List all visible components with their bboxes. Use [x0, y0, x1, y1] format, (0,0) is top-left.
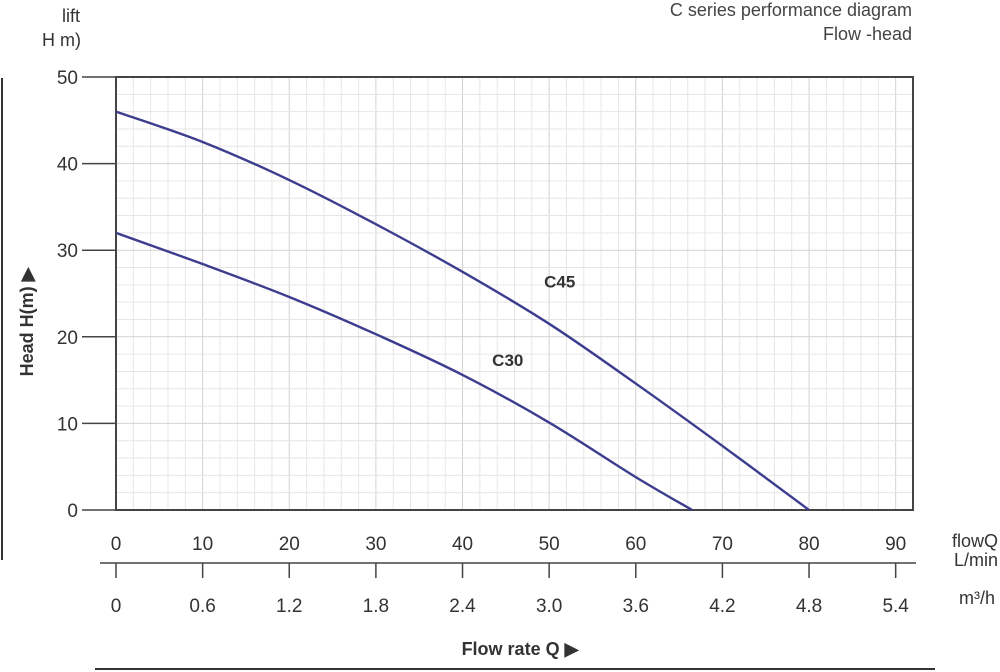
plot-frame: [115, 76, 914, 511]
y-tick-label: 50: [57, 68, 78, 89]
x-tick-label-lmin: 90: [885, 534, 906, 555]
chart-title: C series performance diagram: [670, 0, 912, 20]
y-tick-label: 10: [57, 414, 78, 435]
x-tick-label-lmin: 60: [625, 534, 646, 555]
y-axis-title: Head H(m) ▶: [17, 266, 37, 376]
y-axis-top-label: lift: [62, 6, 80, 26]
x-tick-label-m3h: 0.6: [189, 596, 215, 617]
y-tick-label: 30: [57, 241, 78, 262]
x-tick-label-m3h: 5.4: [882, 596, 909, 617]
y-tick-label: 0: [67, 501, 78, 522]
x-tick-label-lmin: 50: [539, 534, 560, 555]
x-tick-label-lmin: 80: [798, 534, 819, 555]
x-tick-label-m3h: 4.8: [796, 596, 822, 617]
series-label-c30: C30: [492, 351, 523, 370]
series-group: C45 C30: [115, 110, 810, 512]
grid: [116, 77, 913, 510]
x-tick-label-lmin: 20: [279, 534, 300, 555]
x-axis-title: Flow rate Q ▶: [462, 639, 580, 659]
x-tick-label-lmin: 10: [192, 534, 213, 555]
x-tick-label-m3h: 4.2: [709, 596, 735, 617]
x-tick-label-lmin: 0: [111, 534, 122, 555]
x-tick-label-m3h: 1.8: [363, 596, 389, 617]
x-tick-label-m3h: 3.6: [623, 596, 649, 617]
series-label-c45: C45: [544, 272, 575, 291]
chart-subtitle: Flow -head: [823, 24, 912, 44]
y-tick-label: 20: [57, 328, 78, 349]
x-unit-lmin-label-2: L/min: [954, 550, 998, 570]
x-tick-label-lmin: 30: [365, 534, 386, 555]
x-unit-lmin-label: flowQ: [952, 531, 998, 551]
x-axis: 0 10 20 30 40 50 60 70 80 90 0 0.6 1.2 1.8 2.4 3.0 3.6 4.…: [100, 534, 916, 617]
x-tick-label-m3h: 2.4: [449, 596, 476, 617]
x-tick-label-lmin: 40: [452, 534, 473, 555]
y-tick-label: 40: [57, 155, 78, 176]
x-tick-label-lmin: 70: [712, 534, 733, 555]
x-tick-label-m3h: 0: [111, 596, 122, 617]
x-unit-m3h-label: m³/h: [959, 588, 995, 608]
y-axis-top-label-unit: H m): [42, 30, 81, 50]
x-tick-label-m3h: 3.0: [536, 596, 562, 617]
y-axis: 0 10 20 30 40 50: [57, 68, 116, 522]
series-line-c45: [115, 110, 810, 511]
series-line-c30: [115, 231, 693, 512]
x-tick-label-m3h: 1.2: [276, 596, 302, 617]
